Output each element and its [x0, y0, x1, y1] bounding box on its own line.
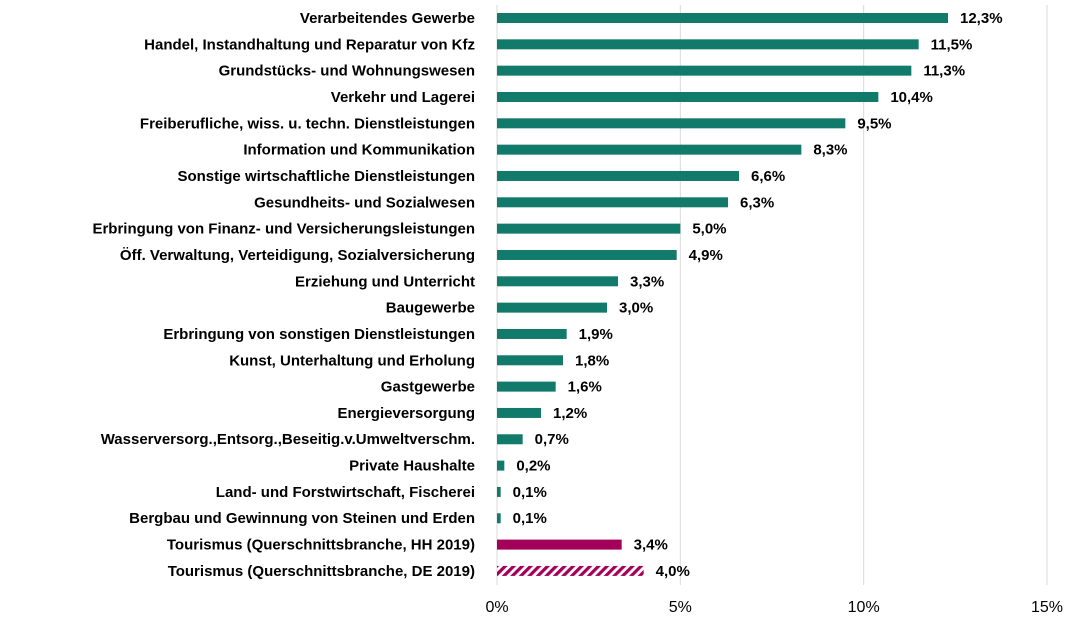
- bar: [497, 328, 567, 339]
- bar: [497, 249, 677, 260]
- value-label: 0,1%: [513, 484, 547, 501]
- value-label: 1,8%: [575, 352, 609, 369]
- y-tick-label: Information und Kommunikation: [243, 142, 475, 159]
- y-tick-label: Erziehung und Unterricht: [295, 273, 475, 290]
- value-label: 3,0%: [619, 300, 653, 317]
- bar: [497, 513, 501, 524]
- bar: [497, 91, 879, 102]
- value-label: 6,3%: [740, 194, 774, 211]
- value-label: 0,1%: [513, 510, 547, 527]
- x-tick-label: 5%: [669, 599, 692, 616]
- bar: [497, 118, 846, 129]
- value-label: 1,2%: [553, 405, 587, 422]
- value-label: 9,5%: [857, 115, 891, 132]
- value-label: 8,3%: [813, 142, 847, 159]
- y-tick-label: Tourismus (Querschnittsbranche, DE 2019): [168, 563, 475, 580]
- x-tick-label: 10%: [848, 599, 880, 616]
- value-label: 5,0%: [692, 221, 726, 238]
- bar: [497, 144, 802, 155]
- bar: [497, 302, 607, 313]
- x-tick-label: 0%: [485, 599, 508, 616]
- bar: [497, 13, 948, 23]
- value-label: 11,5%: [931, 36, 973, 53]
- y-tick-label: Freiberufliche, wiss. u. techn. Dienstle…: [140, 115, 475, 132]
- value-label: 10,4%: [890, 89, 933, 106]
- y-tick-label: Baugewerbe: [386, 300, 475, 317]
- value-label: 4,9%: [689, 247, 723, 264]
- y-tick-label: Land- und Forstwirtschaft, Fischerei: [216, 484, 475, 501]
- bar: [497, 381, 556, 392]
- value-label: 4,0%: [656, 563, 690, 580]
- bar: [497, 197, 728, 208]
- y-tick-label: Verarbeitendes Gewerbe: [300, 10, 475, 27]
- y-tick-label: Sonstige wirtschaftliche Dienstleistunge…: [177, 168, 475, 185]
- y-tick-label: Handel, Instandhaltung und Reparatur von…: [144, 36, 475, 53]
- value-label: 0,7%: [535, 431, 569, 448]
- bar: [497, 223, 681, 234]
- bar: [497, 355, 563, 366]
- bar: [497, 170, 739, 181]
- value-label: 11,3%: [923, 63, 965, 80]
- bar: [497, 539, 622, 550]
- value-label: 12,3%: [960, 10, 1003, 27]
- value-label: 1,9%: [579, 326, 613, 343]
- y-tick-label: Erbringung von Finanz- und Versicherungs…: [92, 221, 475, 238]
- bar: [497, 65, 912, 76]
- bar: [497, 39, 919, 50]
- value-label: 1,6%: [568, 379, 602, 396]
- y-tick-label: Erbringung von sonstigen Dienstleistunge…: [163, 326, 475, 343]
- bar: [497, 565, 644, 576]
- value-label: 3,4%: [634, 537, 668, 554]
- y-tick-label: Kunst, Unterhaltung und Erholung: [229, 352, 475, 369]
- y-tick-label: Bergbau und Gewinnung von Steinen und Er…: [129, 510, 475, 527]
- bar: [497, 486, 501, 497]
- y-tick-label: Tourismus (Querschnittsbranche, HH 2019): [167, 537, 475, 554]
- y-tick-label: Öff. Verwaltung, Verteidigung, Sozialver…: [120, 247, 475, 264]
- y-tick-label: Gastgewerbe: [381, 379, 475, 396]
- x-tick-label: 15%: [1031, 599, 1063, 616]
- bar: [497, 460, 505, 471]
- value-label: 6,6%: [751, 168, 785, 185]
- y-tick-label: Wasserversorg.,Entsorg.,Beseitig.v.Umwel…: [101, 431, 475, 448]
- bar: [497, 434, 523, 445]
- y-tick-label: Grundstücks- und Wohnungswesen: [219, 63, 475, 80]
- y-tick-label: Private Haushalte: [349, 458, 475, 475]
- bar: [497, 276, 618, 287]
- bar: [497, 407, 541, 418]
- y-tick-label: Energieversorgung: [337, 405, 475, 422]
- y-tick-label: Gesundheits- und Sozialwesen: [254, 194, 475, 211]
- y-tick-label: Verkehr und Lagerei: [331, 89, 475, 106]
- value-label: 0,2%: [516, 458, 550, 475]
- value-label: 3,3%: [630, 273, 664, 290]
